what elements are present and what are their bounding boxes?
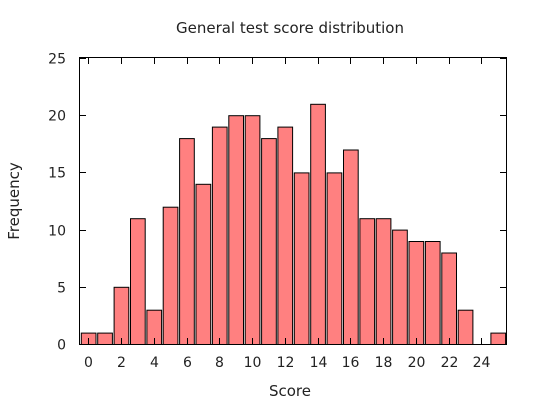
x-tick-label: 10 <box>244 355 262 371</box>
bars <box>80 103 507 346</box>
x-tick-label: 2 <box>117 355 126 371</box>
bar-score-17 <box>359 218 376 345</box>
x-tick-label: 0 <box>84 355 93 371</box>
bar-score-9 <box>228 115 245 345</box>
x-tick-label: 20 <box>408 355 426 371</box>
y-tick-label: 10 <box>48 224 66 240</box>
plot-frame <box>79 57 507 345</box>
x-tick-label: 16 <box>342 355 360 371</box>
bar-score-21 <box>424 241 441 345</box>
bar-score-6 <box>179 138 195 345</box>
y-tick-label: 5 <box>57 281 66 297</box>
bar-score-14 <box>310 103 326 345</box>
x-tick-label: 6 <box>183 355 192 371</box>
bar-score-22 <box>441 252 457 345</box>
bar-score-18 <box>375 218 392 345</box>
bar-score-15 <box>326 172 343 345</box>
bar-score-12 <box>277 126 294 345</box>
bar-score-5 <box>162 206 179 345</box>
x-tick-label: 22 <box>441 355 459 371</box>
x-tick-label: 8 <box>215 355 224 371</box>
y-tick-label: 15 <box>48 166 66 182</box>
bar-score-16 <box>343 149 359 345</box>
chart-title: General test score distribution <box>176 19 404 37</box>
x-tick-label: 24 <box>473 355 491 371</box>
y-tick-label: 0 <box>57 338 66 354</box>
bar-score-8 <box>211 126 228 345</box>
x-tick-label: 4 <box>150 355 159 371</box>
bar-score-23 <box>457 309 474 346</box>
bar-score-7 <box>195 183 212 345</box>
bar-score-10 <box>244 115 261 345</box>
bar-score-13 <box>293 172 310 345</box>
bar-score-1 <box>97 332 113 346</box>
y-axis-title: Frequency <box>5 162 23 240</box>
bar-score-2 <box>113 286 130 345</box>
x-tick-label: 12 <box>277 355 295 371</box>
bar-score-19 <box>392 229 408 346</box>
y-tick-label: 20 <box>48 109 66 125</box>
y-tick-label: 25 <box>48 52 66 68</box>
x-axis-title: Score <box>269 382 311 400</box>
bar-score-25 <box>490 332 507 346</box>
bar-score-11 <box>261 138 277 345</box>
bar-score-3 <box>130 218 146 345</box>
bar-score-20 <box>408 241 425 345</box>
x-tick-label: 18 <box>375 355 393 371</box>
x-tick-label: 14 <box>310 355 328 371</box>
